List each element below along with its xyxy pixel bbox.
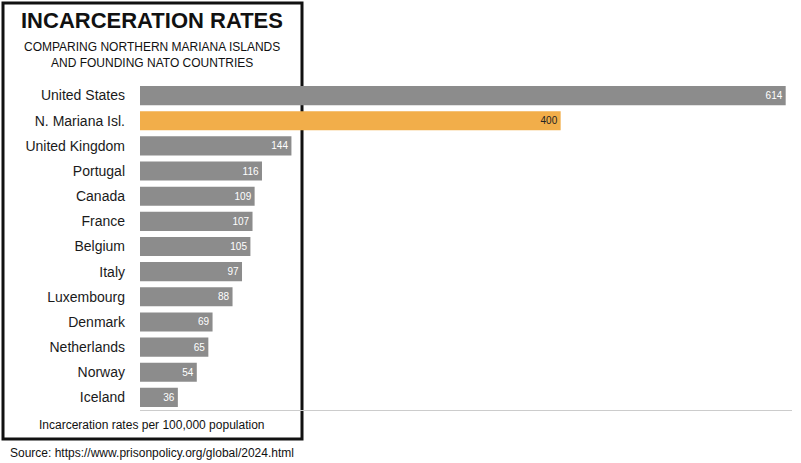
svg-text:69: 69	[198, 316, 210, 327]
svg-text:Portugal: Portugal	[73, 163, 125, 179]
svg-text:Belgium: Belgium	[74, 238, 125, 254]
svg-text:Incarceration rates per 100,00: Incarceration rates per 100,000 populati…	[39, 418, 265, 432]
svg-text:97: 97	[227, 266, 239, 277]
svg-text:105: 105	[230, 241, 247, 252]
svg-text:Canada: Canada	[76, 188, 125, 204]
svg-text:107: 107	[232, 216, 249, 227]
svg-text:109: 109	[235, 191, 252, 202]
svg-text:Denmark: Denmark	[68, 314, 126, 330]
svg-text:Source: https://www.prisonpoli: Source: https://www.prisonpolicy.org/glo…	[10, 446, 294, 460]
svg-text:Iceland: Iceland	[80, 389, 125, 405]
svg-text:Norway: Norway	[78, 364, 125, 380]
svg-text:COMPARING NORTHERN MARIANA ISL: COMPARING NORTHERN MARIANA ISLANDSAND FO…	[24, 40, 280, 70]
svg-text:INCARCERATION RATES: INCARCERATION RATES	[21, 8, 283, 33]
svg-text:36: 36	[163, 392, 175, 403]
svg-text:United States: United States	[41, 87, 125, 103]
svg-text:Luxembourg: Luxembourg	[47, 289, 125, 305]
svg-text:65: 65	[194, 342, 206, 353]
svg-text:144: 144	[271, 140, 288, 151]
svg-text:United Kingdom: United Kingdom	[25, 138, 125, 154]
svg-text:116: 116	[243, 166, 259, 177]
svg-text:France: France	[81, 213, 125, 229]
svg-text:88: 88	[218, 291, 230, 302]
svg-text:Italy: Italy	[99, 264, 125, 280]
svg-text:54: 54	[182, 367, 194, 378]
svg-text:614: 614	[766, 90, 783, 101]
svg-text:N. Mariana Isl.: N. Mariana Isl.	[35, 113, 125, 129]
svg-text:Netherlands: Netherlands	[50, 339, 126, 355]
svg-text:400: 400	[541, 115, 558, 126]
